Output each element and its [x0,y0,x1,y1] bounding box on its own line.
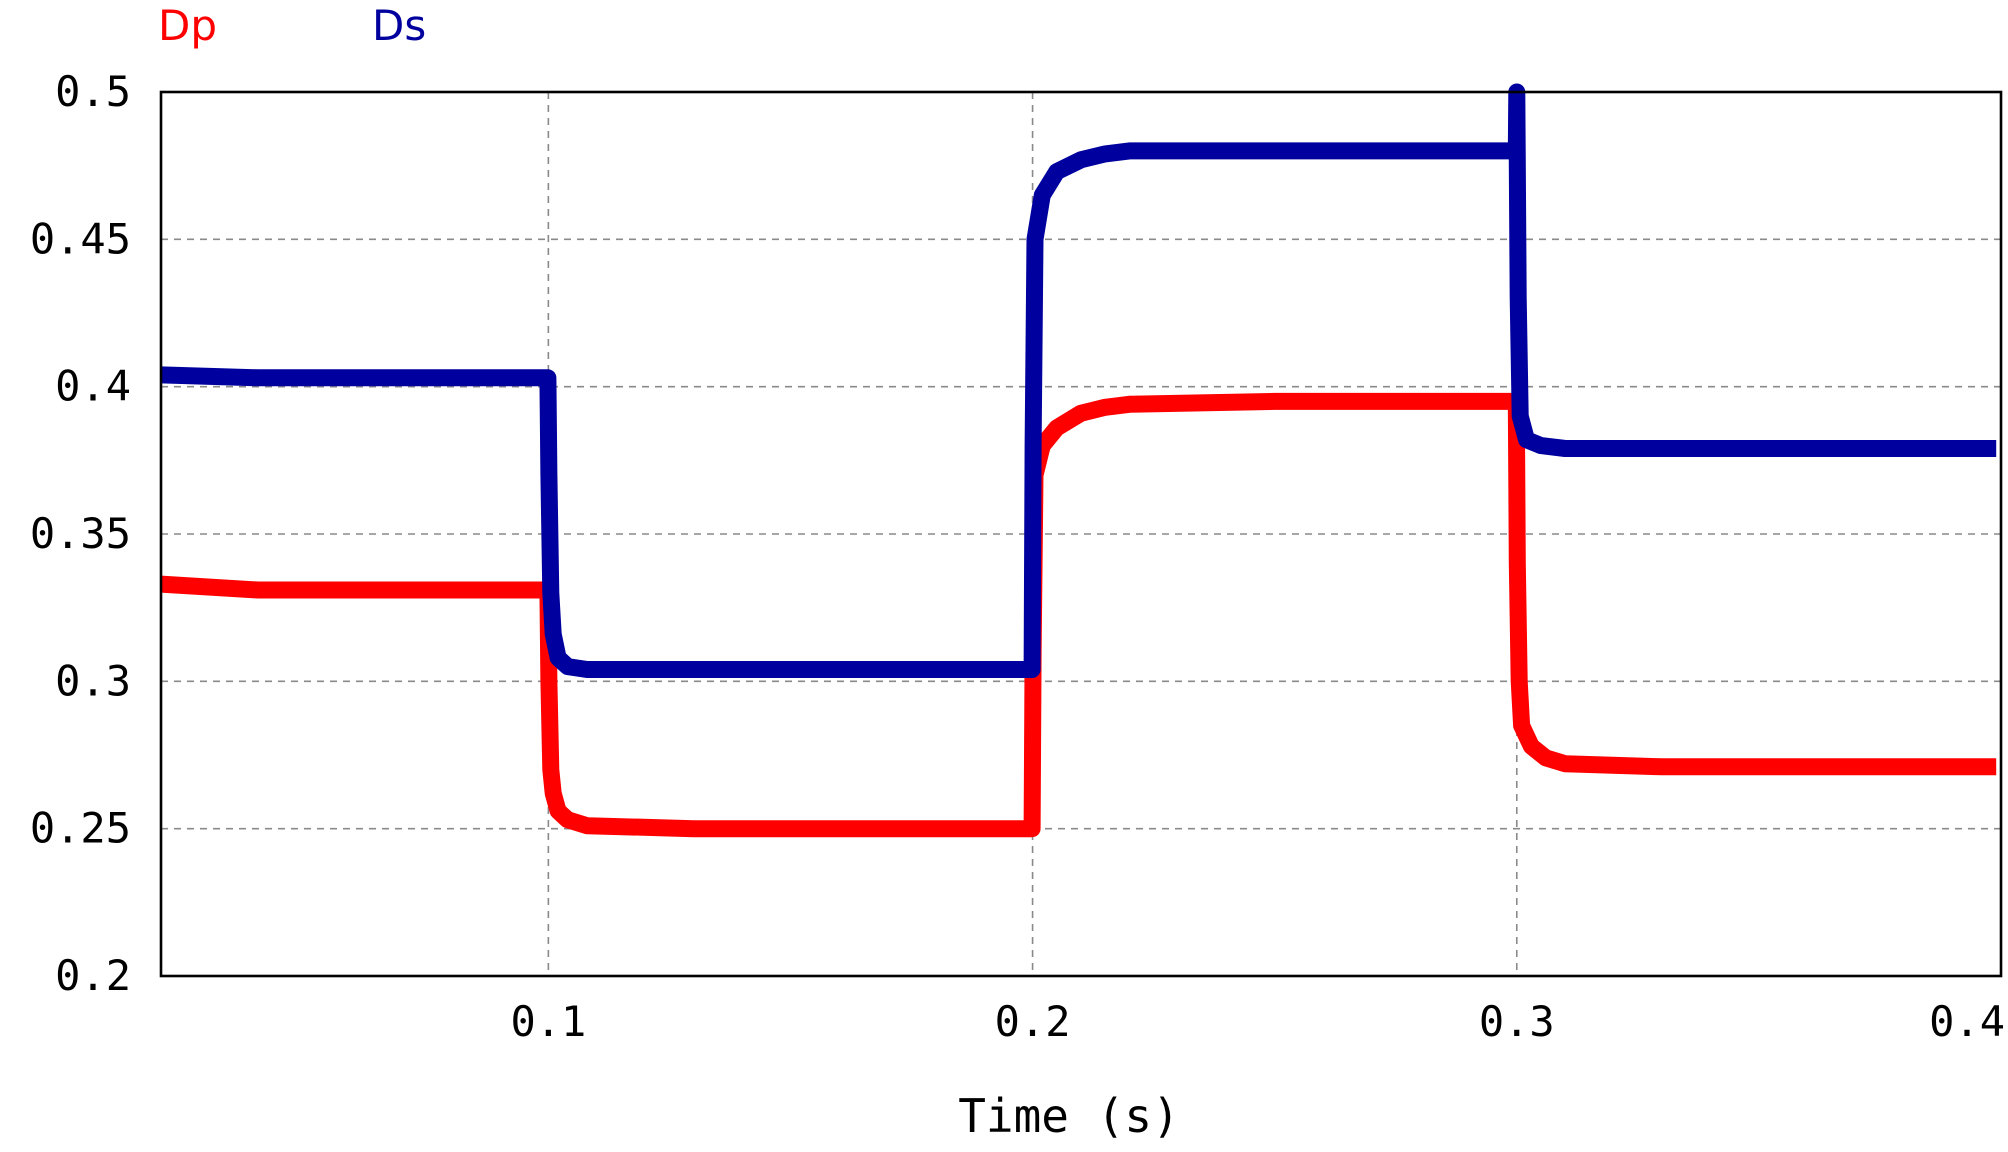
x-tick-label: 0.2 [995,997,1071,1046]
grid-lines [161,92,2001,976]
plot-frame [159,90,2003,978]
y-tick-label: 0.2 [55,951,131,1000]
x-axis-title: Time (s) [958,1089,1180,1143]
series-line-dp [160,392,1997,838]
x-axis-ticks: 0.1 0.2 0.3 0.4 [510,997,2005,1046]
y-tick-label: 0.35 [30,509,131,558]
y-tick-label: 0.3 [55,656,131,705]
y-tick-label: 0.25 [30,804,131,853]
x-tick-label: 0.3 [1479,997,1555,1046]
series-layer [160,83,1997,838]
y-tick-label: 0.45 [30,214,131,263]
legend-label-ds: Ds [372,1,426,50]
y-tick-label: 0.4 [55,362,131,411]
x-tick-label: 0.1 [510,997,586,1046]
legend: Dp Ds [158,1,426,50]
y-axis-ticks: 0.2 0.25 0.3 0.35 0.4 0.45 0.5 [30,67,131,1000]
y-tick-label: 0.5 [55,67,131,116]
series-line-ds [160,83,1997,678]
legend-label-dp: Dp [158,1,217,50]
x-tick-label: 0.4 [1929,997,2005,1046]
